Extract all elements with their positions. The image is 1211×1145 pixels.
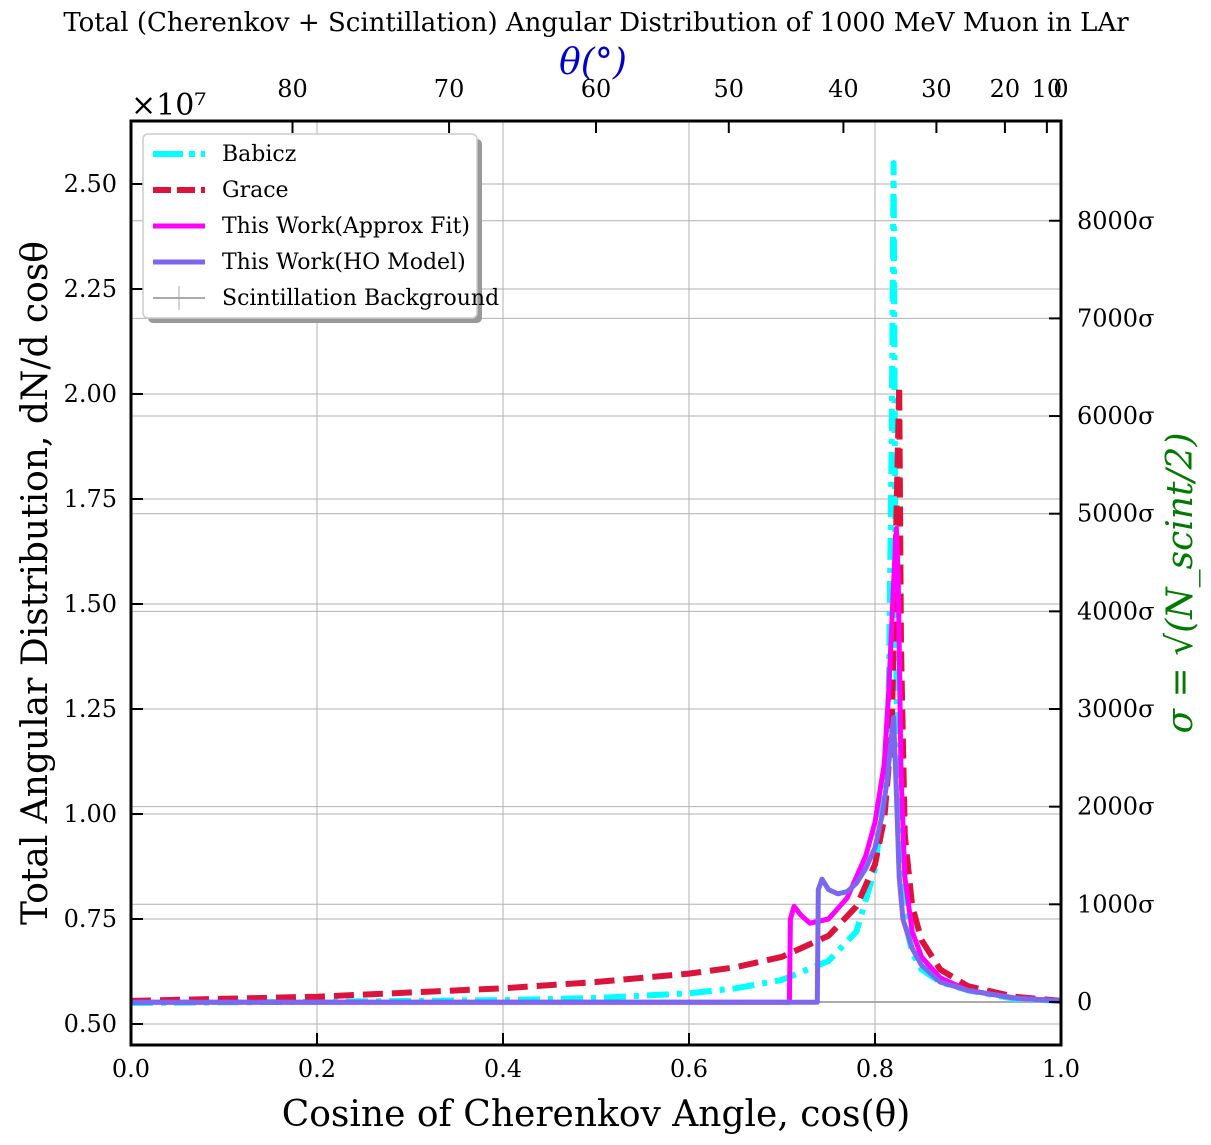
x-tick-label: 0.2 <box>298 1055 336 1083</box>
top-tick-label: 40 <box>828 75 859 103</box>
top-tick-label: 0 <box>1053 75 1068 103</box>
legend-label: This Work(HO Model) <box>222 250 466 275</box>
x-axis-label: Cosine of Cherenkov Angle, cos(θ) <box>282 1094 911 1135</box>
y-tick-label: 0.75 <box>64 905 117 933</box>
y-tick-label: 2.25 <box>64 275 117 303</box>
right-tick-label: 7000σ <box>1077 304 1154 332</box>
x-tick-label: 0.6 <box>670 1055 708 1083</box>
top-tick-label: 20 <box>990 75 1021 103</box>
top-axis: 80 70 60 50 40 30 20 100 <box>277 75 1069 133</box>
grid <box>130 121 1062 1045</box>
y-tick-label: 1.50 <box>64 590 117 618</box>
y-tick-label: 1.00 <box>64 800 117 828</box>
legend-label: Scintillation Background <box>222 286 499 311</box>
right-tick-label: 8000σ <box>1077 207 1154 235</box>
series-layer <box>131 160 1061 1006</box>
top-tick-label: 10 <box>1032 75 1063 103</box>
right-axis-label: σ = √(N_scint/2) <box>1160 433 1201 734</box>
top-tick-label: 50 <box>714 75 745 103</box>
series-line-0 <box>131 160 1061 1006</box>
y-tick-label: 2.50 <box>64 170 117 198</box>
y-axis-label: Total Angular Distribution, dN/d cosθ <box>15 241 56 925</box>
legend-label: Grace <box>222 178 289 203</box>
legend-label: This Work(Approx Fit) <box>222 214 470 239</box>
x-tick-label: 0.8 <box>856 1055 894 1083</box>
y-tick-label: 1.75 <box>64 485 117 513</box>
top-tick-label: 30 <box>921 75 952 103</box>
y-tick-label: 1.25 <box>64 695 117 723</box>
right-tick-label: 4000σ <box>1077 597 1154 625</box>
bottom-axis: 0.0 0.2 0.4 0.6 0.8 1.0 <box>112 1033 1080 1083</box>
chart-title: Total (Cherenkov + Scintillation) Angula… <box>63 8 1129 38</box>
right-tick-label: 2000σ <box>1077 793 1154 821</box>
top-tick-label: 60 <box>581 75 612 103</box>
y-tick-label: 2.00 <box>64 380 117 408</box>
y-tick-label: 0.50 <box>64 1010 117 1038</box>
legend-label: Babicz <box>222 142 296 167</box>
top-axis-label: θ(°) <box>559 42 627 83</box>
right-tick-label: 6000σ <box>1077 402 1154 430</box>
right-tick-label: 3000σ <box>1077 695 1154 723</box>
series-line-1 <box>131 382 1061 1004</box>
series-line-2 <box>131 525 1061 1005</box>
x-tick-label: 0.4 <box>484 1055 522 1083</box>
top-tick-label: 70 <box>434 75 465 103</box>
legend: Babicz Grace This Work(Approx Fit) This Wor… <box>142 133 499 323</box>
plot-frame <box>129 119 1063 1047</box>
legend-box <box>142 133 478 319</box>
right-tick-label: 5000σ <box>1077 500 1154 528</box>
top-tick-label: 80 <box>277 75 308 103</box>
left-axis: 0.50 0.75 1.00 1.25 1.50 1.75 2.00 2.25 2.50 <box>64 170 143 1038</box>
series-line-3 <box>131 714 1061 1005</box>
right-axis: 0 1000σ 2000σ 3000σ 4000σ 5000σ 6000σ 7000σ 8000… <box>1049 207 1154 1016</box>
x-tick-label: 1.0 <box>1042 1055 1080 1083</box>
right-tick-label: 1000σ <box>1077 890 1154 918</box>
right-tick-label: 0 <box>1077 988 1092 1016</box>
y-multiplier: ×10⁷ <box>131 88 206 123</box>
x-tick-label: 0.0 <box>112 1055 150 1083</box>
